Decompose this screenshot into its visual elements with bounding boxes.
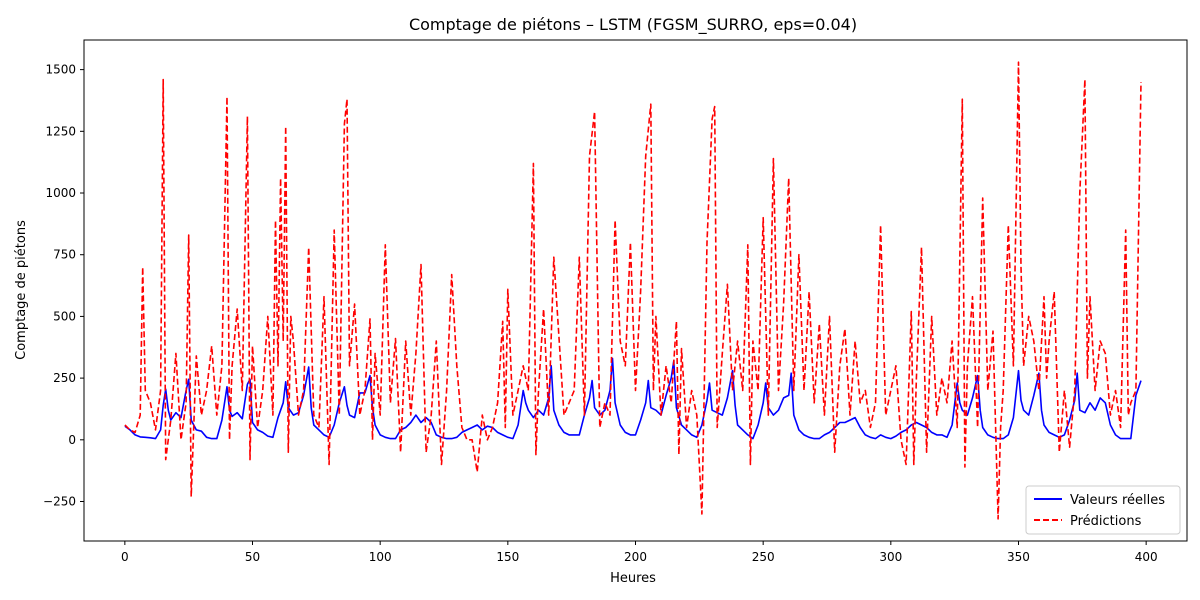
legend-box: [1025, 485, 1181, 535]
axis-ticks: 0 50 100 150 200 250 300 350 400 −250 0 250 500 750 10…: [43, 63, 1158, 564]
y-tick-label: 1000: [45, 186, 76, 200]
x-tick-label: 250: [752, 550, 775, 564]
series-line-actual: [124, 357, 1142, 440]
x-tick-label: 300: [879, 550, 902, 564]
legend-label-actual: Valeurs réelles: [1070, 493, 1165, 508]
y-axis-label: Comptage de piétons: [14, 220, 29, 360]
chart-title: Comptage de piétons – LSTM (FGSM_SURRO, …: [409, 15, 857, 35]
x-tick-label: 0: [121, 550, 129, 564]
x-tick-label: 400: [1135, 550, 1158, 564]
y-tick-label: 750: [53, 248, 76, 262]
x-tick-label: 350: [1007, 550, 1030, 564]
series-line-predictions: [124, 61, 1142, 520]
y-tick-label: 250: [53, 371, 76, 385]
y-tick-label: −250: [43, 495, 76, 509]
plot-frame: [83, 39, 1188, 542]
legend-label-predictions: Prédictions: [1070, 514, 1142, 529]
x-tick-label: 200: [624, 550, 647, 564]
x-tick-label: 50: [245, 550, 260, 564]
y-tick-label: 1500: [45, 63, 76, 77]
plot-area: [124, 61, 1142, 520]
y-tick-label: 0: [68, 433, 76, 447]
legend: Valeurs réelles Prédictions: [1025, 485, 1181, 535]
y-tick-label: 500: [53, 309, 76, 323]
x-axis-label: Heures: [610, 571, 656, 586]
x-tick-label: 100: [369, 550, 392, 564]
y-tick-label: 1250: [45, 124, 76, 138]
x-tick-label: 150: [496, 550, 519, 564]
